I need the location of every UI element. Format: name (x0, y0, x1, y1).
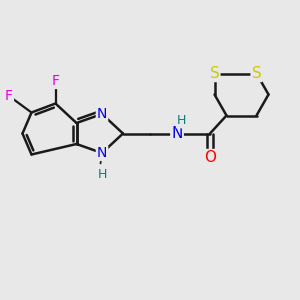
Text: H: H (97, 167, 107, 181)
Text: O: O (204, 150, 216, 165)
Text: N: N (97, 146, 107, 160)
Text: H: H (177, 114, 186, 128)
Text: N: N (171, 126, 183, 141)
Text: F: F (5, 89, 13, 103)
Text: F: F (52, 74, 59, 88)
Text: S: S (210, 66, 219, 81)
Text: S: S (252, 66, 261, 81)
Text: N: N (97, 107, 107, 121)
